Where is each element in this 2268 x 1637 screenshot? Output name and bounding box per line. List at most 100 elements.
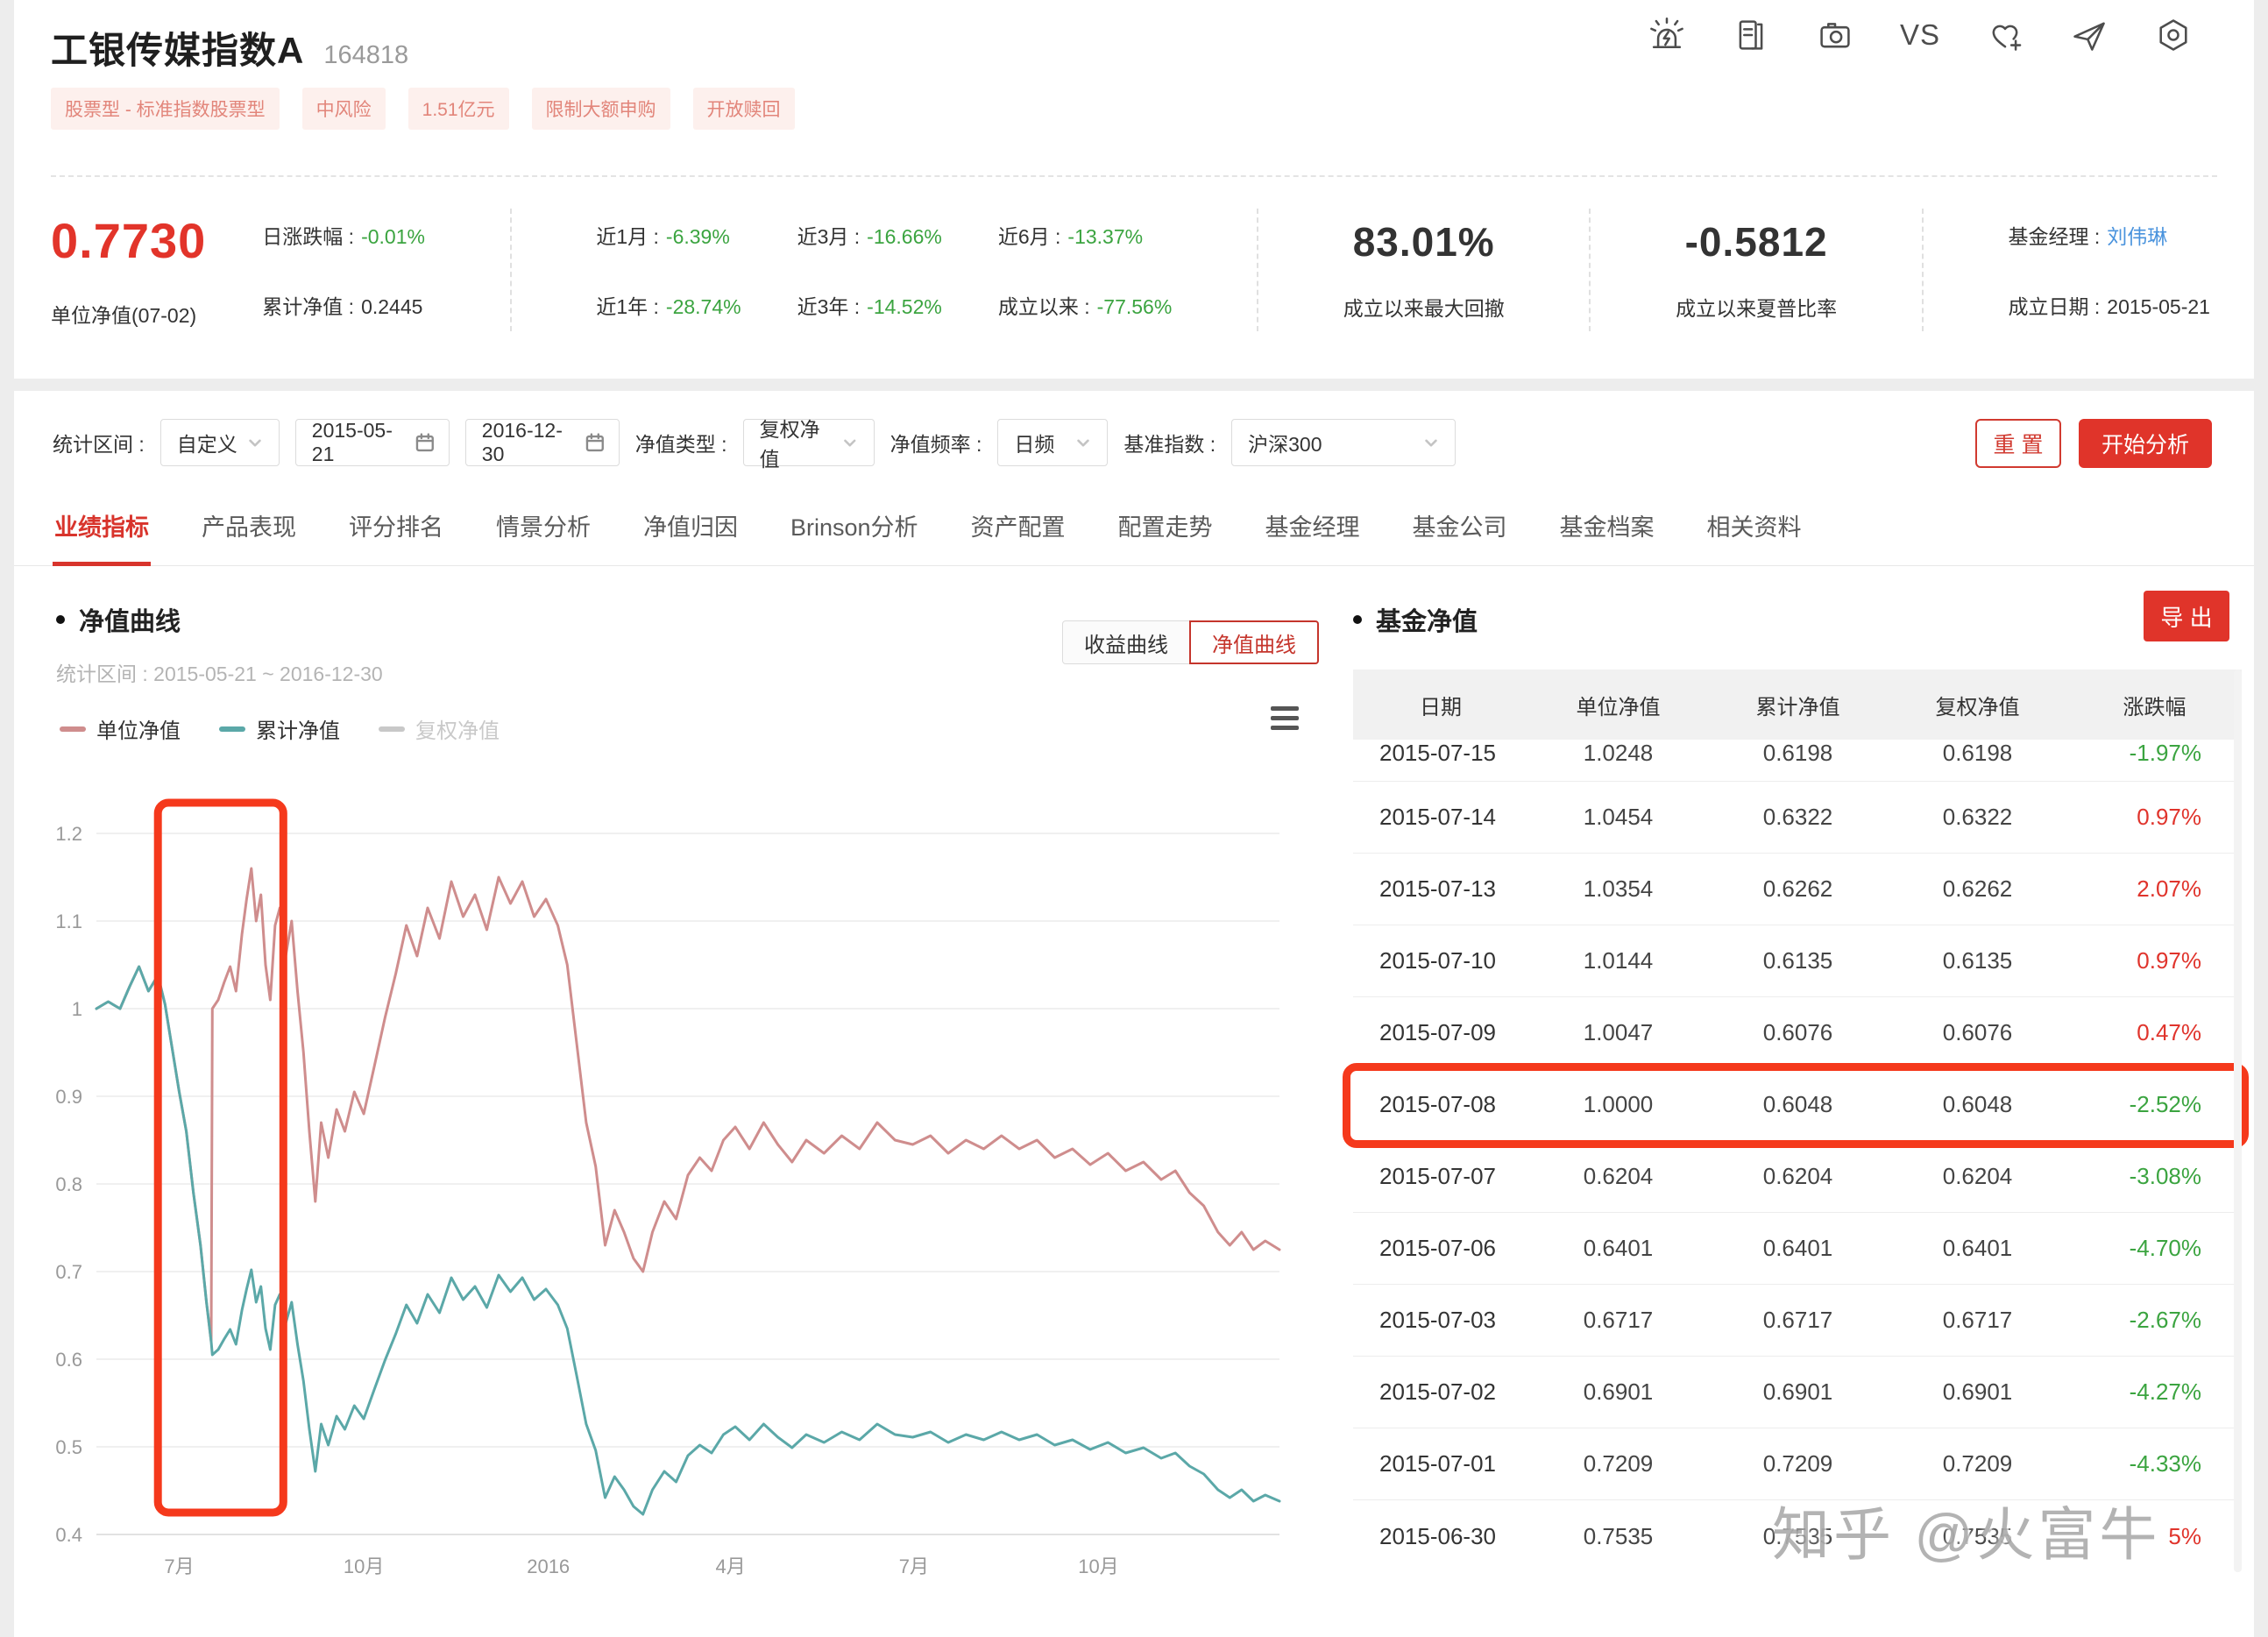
table-cell: 0.7209	[1942, 1450, 2013, 1477]
alert-siren-icon[interactable]	[1648, 16, 1686, 54]
table-section-title-row: 基金净值	[1353, 601, 1478, 638]
table-row-2015-07-08: 2015-07-08 1.0000 0.6048 0.6048 -2.52%	[1343, 1063, 2249, 1148]
chevron-down-icon	[249, 439, 261, 447]
period-select[interactable]: 自定义	[159, 419, 280, 466]
report-icon[interactable]	[1732, 16, 1770, 54]
tab-4[interactable]: 情景分析	[496, 514, 591, 541]
freq-label: 净值频率 :	[889, 433, 982, 456]
table-cell: 2015-07-06	[1379, 1235, 1496, 1261]
benchmark-label: 基准指数 :	[1123, 433, 1216, 456]
daily-change: 日涨跌幅 : -0.01%	[262, 225, 425, 248]
table-scrollbar[interactable]	[2234, 670, 2242, 1572]
tag-list: 股票型 - 标准指数股票型 中风险 1.51亿元 限制大额申购 开放赎回	[51, 88, 795, 130]
analyze-button[interactable]: 开始分析	[2079, 419, 2212, 468]
table-cell: 2015-07-13	[1379, 875, 1496, 902]
hexagon-settings-icon[interactable]	[2154, 16, 2193, 54]
table-cell: 1.0144	[1583, 947, 1654, 974]
table-cell: 0.6401	[1583, 1235, 1654, 1261]
start-date-input[interactable]: 2015-05-21	[294, 419, 450, 466]
y-axis-label: 0.7	[55, 1261, 82, 1283]
fund-tag-1: 股票型 - 标准指数股票型	[51, 88, 280, 130]
table-cell: 1.0454	[1583, 804, 1654, 830]
tab-12[interactable]: 相关资料	[1706, 514, 1802, 541]
legend-swatch	[60, 726, 86, 732]
table-row-2015-07-03: 2015-07-03 0.6717 0.6717 0.6717 -2.67%	[1353, 1285, 2242, 1357]
table-section-title: 基金净值	[1376, 608, 1478, 636]
benchmark-select[interactable]: 沪深300	[1231, 419, 1456, 466]
col-header-3: 累计净值	[1755, 695, 1840, 719]
tab-10[interactable]: 基金公司	[1412, 514, 1507, 541]
table-cell: 0.6262	[1762, 875, 1833, 902]
daily-cum-block: 日涨跌幅 : -0.01% 累计净值 :0.2445	[262, 220, 425, 320]
x-axis-label: 7月	[899, 1556, 929, 1577]
legend-item-3[interactable]: 复权净值	[379, 713, 500, 744]
tab-6[interactable]: Brinson分析	[790, 514, 918, 541]
table-cell: 0.6322	[1942, 804, 2013, 830]
table-row-2015-07-07: 2015-07-07 0.6204 0.6204 0.6204 -3.08%	[1353, 1141, 2242, 1213]
tab-7[interactable]: 资产配置	[970, 514, 1066, 541]
heart-plus-icon[interactable]	[1986, 16, 2024, 54]
table-cell: 1.0047	[1583, 1019, 1654, 1045]
analysis-card: 统计区间 : 自定义 2015-05-21 2016-12-30 净值类型 : …	[14, 391, 2254, 1637]
manager-link[interactable]: 刘伟琳	[2107, 225, 2168, 248]
chart-toggle-2[interactable]: 净值曲线	[1189, 620, 1319, 664]
table-cell: 0.6204	[1762, 1163, 1833, 1189]
stats-row: 0.7730 单位净值(07-02) 日涨跌幅 : -0.01% 累计净值 :0.…	[51, 209, 2210, 331]
table-cell: 0.97%	[2137, 947, 2201, 974]
tab-9[interactable]: 基金经理	[1265, 514, 1360, 541]
freq-select[interactable]: 日频	[997, 419, 1109, 466]
send-icon[interactable]	[2070, 16, 2109, 54]
chart-menu-icon[interactable]	[1271, 706, 1299, 730]
returns-grid: 近1月 : -6.39% 近1年 : -28.74% 近3月 : -16.66% 近3年 :…	[596, 220, 1172, 320]
x-axis-label: 10月	[344, 1556, 384, 1577]
tab-1[interactable]: 业绩指标	[53, 494, 151, 566]
table-cell: 0.6198	[1762, 740, 1833, 766]
table-cell: -4.70%	[2129, 1235, 2201, 1261]
chart-toggle-1[interactable]: 收益曲线	[1062, 620, 1190, 664]
stats-divider	[509, 209, 512, 331]
table-row-2015-07-02: 2015-07-02 0.6901 0.6901 0.6901 -4.27%	[1353, 1357, 2242, 1428]
y-axis-label: 1.1	[55, 911, 82, 932]
table-row-2015-07-15: 2015-07-15 1.0248 0.6198 0.6198 -1.97%	[1353, 740, 2242, 782]
camera-icon[interactable]	[1816, 16, 1854, 54]
stats-divider	[1921, 209, 1924, 331]
tab-8[interactable]: 配置走势	[1117, 514, 1213, 541]
col-header-1: 日期	[1420, 695, 1462, 719]
return-value: -14.52%	[867, 295, 942, 318]
compare-vs-button[interactable]: VS	[1899, 18, 1940, 51]
legend-item-1[interactable]: 单位净值	[60, 713, 181, 744]
tab-bar: 业绩指标 产品表现 评分排名 情景分析 净值归因 Brinson分析 资产配置 配置走势 基金经…	[14, 494, 2254, 566]
fund-header-card: 工银传媒指数A 164818 VS 股票型 - 标准指数股	[14, 0, 2254, 379]
reset-button[interactable]: 重 置	[1975, 419, 2061, 468]
tab-3[interactable]: 评分排名	[349, 514, 443, 541]
nav-type-select[interactable]: 复权净值	[742, 418, 875, 471]
table-cell: 0.6901	[1942, 1378, 2013, 1405]
return-label: 近3月 :	[797, 225, 861, 248]
end-date-input[interactable]: 2016-12-30	[464, 419, 620, 466]
chart-period-note: 统计区间 : 2015-05-21 ~ 2016-12-30	[56, 663, 383, 685]
table-cell: 0.97%	[2137, 804, 2201, 830]
chart-canvas: 0.4 0.5 0.6 0.7 0.8 0.9 1 1.1 1.2 7月 10月 2016 4月 7月 10…	[55, 798, 1281, 1577]
nav-line-chart: 0.4 0.5 0.6 0.7 0.8 0.9 1 1.1 1.2 7月 10月 2016 4月 7月 10…	[44, 768, 1315, 1596]
table-cell: 2015-07-10	[1379, 947, 1496, 974]
table-cell: 2015-07-07	[1379, 1163, 1496, 1189]
return-label: 近1年 :	[596, 295, 659, 318]
tab-11[interactable]: 基金档案	[1559, 514, 1655, 541]
export-button[interactable]: 导 出	[2144, 591, 2229, 641]
tab-5[interactable]: 净值归因	[643, 514, 738, 541]
table-section-header: 基金净值	[1353, 601, 1478, 638]
return-label: 成立以来 :	[997, 295, 1090, 318]
chart-section-title-row: 净值曲线	[56, 601, 383, 638]
table-row-2015-07-09: 2015-07-09 1.0047 0.6076 0.6076 0.47%	[1353, 997, 2242, 1069]
nav-block: 0.7730 单位净值(07-02) 日涨跌幅 : -0.01% 累计净值 :0.…	[51, 212, 425, 329]
table-cell: 0.6204	[1583, 1163, 1654, 1189]
legend-item-2[interactable]: 累计净值	[219, 713, 340, 744]
nav-table: 日期 单位净值 累计净值 复权净值 涨跌幅 2015-07-15 1.0248 0.6198…	[1343, 670, 2249, 1572]
table-cell: 0.6135	[1942, 947, 2013, 974]
y-axis-label: 0.5	[55, 1436, 82, 1458]
table-cell: 1.0248	[1583, 740, 1654, 766]
table-cell: 0.7209	[1583, 1450, 1654, 1477]
tab-2[interactable]: 产品表现	[202, 514, 296, 541]
table-cell: 2015-07-14	[1379, 804, 1496, 830]
table-cell: 2.07%	[2137, 875, 2201, 902]
